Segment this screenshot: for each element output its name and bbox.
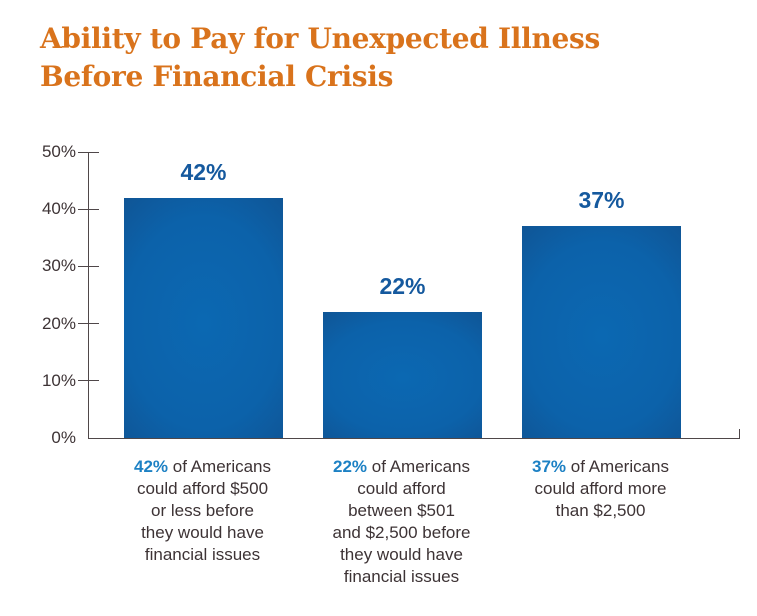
caption-row: 42% of Americans could afford $500 or le…: [0, 456, 757, 616]
y-axis-tick: [78, 380, 99, 382]
bar-value-label: 22%: [379, 273, 426, 300]
page-title-line-2: Before Financial Crisis: [40, 60, 394, 93]
y-axis-label: 30%: [41, 256, 76, 276]
page-title: Ability to Pay for Unexpected Illness Be…: [40, 20, 600, 96]
y-axis-tick: [78, 323, 99, 325]
x-axis-end-tick: [739, 429, 740, 438]
y-axis-tick: [78, 151, 99, 153]
caption-text: of Americans could afford more than $2,5…: [534, 457, 670, 520]
caption-percent: 37%: [531, 457, 567, 476]
y-axis-label: 50%: [41, 142, 76, 161]
bar: [323, 312, 482, 438]
y-axis-label: 0%: [51, 428, 76, 447]
caption-text: of Americans could afford between $501 a…: [332, 457, 471, 586]
y-axis-label: 40%: [41, 199, 76, 219]
bar-value-label: 37%: [578, 187, 625, 214]
caption-percent: 42%: [133, 457, 169, 476]
y-axis-tick: [78, 208, 99, 210]
caption: 22% of Americans could afford between $5…: [295, 456, 509, 588]
caption: 42% of Americans could afford $500 or le…: [96, 456, 310, 566]
bar-value-label: 42%: [180, 158, 227, 185]
bar: [124, 197, 283, 438]
caption-percent: 22%: [332, 457, 368, 476]
y-axis-label: 10%: [41, 370, 76, 390]
caption: 37% of Americans could afford more than …: [494, 456, 708, 522]
caption-text: of Americans could afford $500 or less b…: [136, 457, 272, 564]
bar: [522, 226, 681, 438]
y-axis-label: 20%: [41, 313, 76, 333]
page-title-line-1: Ability to Pay for Unexpected Illness: [40, 22, 600, 55]
plot-area: 0% 10% 20% 30% 40% 50% 42% 22% 37%: [42, 142, 740, 447]
y-axis-tick: [78, 265, 99, 267]
